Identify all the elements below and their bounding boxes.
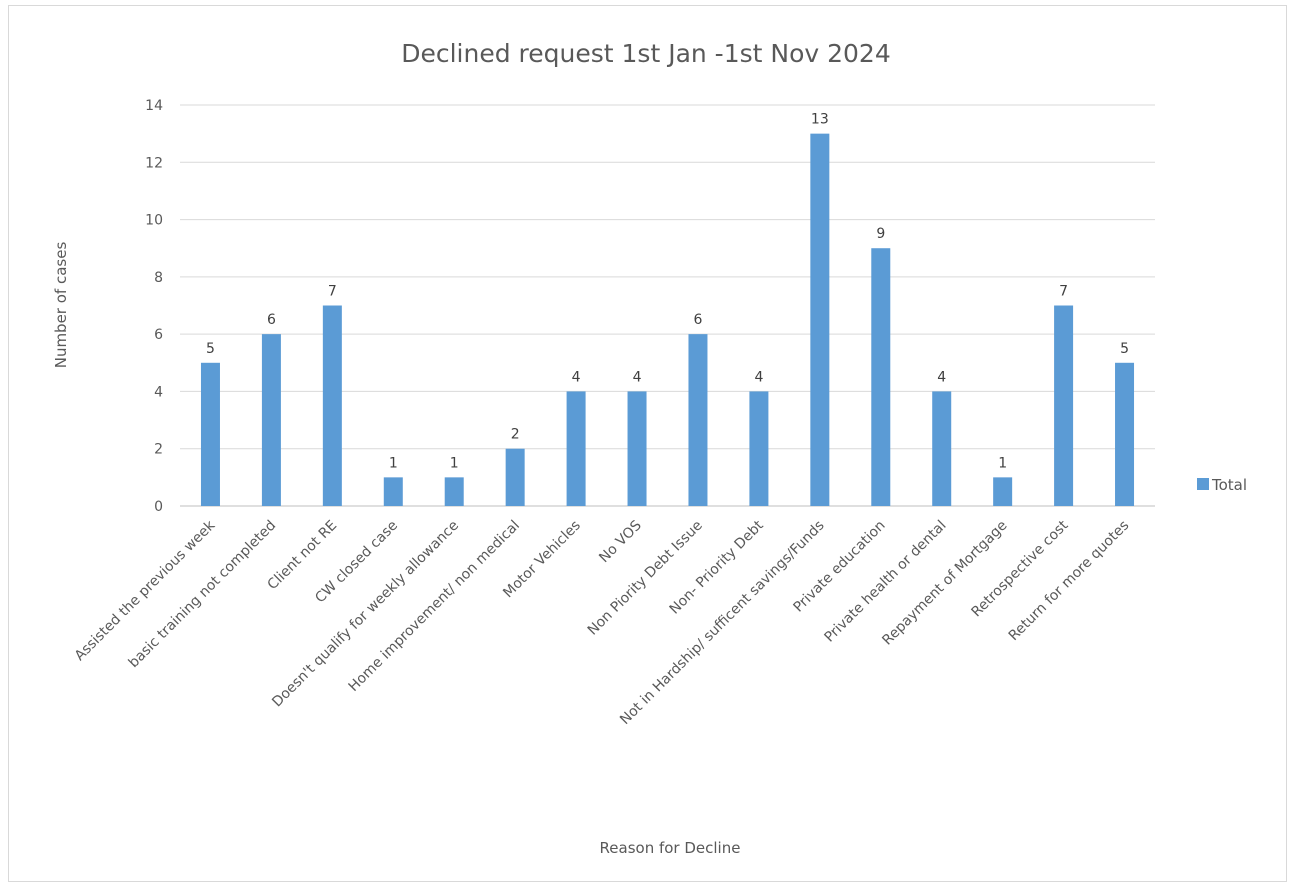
- category-label: Non Piority Debt Issue: [585, 518, 706, 639]
- data-label: 1: [998, 455, 1007, 471]
- data-label: 6: [694, 312, 703, 328]
- y-tick-label: 6: [154, 327, 163, 343]
- data-label: 1: [450, 455, 459, 471]
- bar: [322, 305, 342, 506]
- chart-title: Declined request 1st Jan -1st Nov 2024: [401, 39, 891, 68]
- data-label: 13: [811, 112, 829, 128]
- data-label: 4: [754, 369, 763, 385]
- bars: [200, 133, 1135, 506]
- category-label: Repayment of Mortgage: [879, 518, 1010, 649]
- data-label: 9: [876, 226, 885, 242]
- y-axis-ticks: 0 2 4 6 8 10 12 14: [145, 98, 163, 515]
- bar: [627, 391, 647, 506]
- y-tick-label: 8: [154, 270, 163, 286]
- y-axis-title: Number of cases: [52, 242, 70, 369]
- data-label: 1: [389, 455, 398, 471]
- data-labels: 5 6 7 1 1 2 4 4 6 4 13 9 4 1 7 5: [206, 112, 1129, 472]
- y-tick-label: 2: [154, 442, 163, 458]
- data-label: 7: [328, 284, 337, 300]
- data-label: 4: [572, 369, 581, 385]
- legend: Total: [1197, 476, 1247, 494]
- data-label: 5: [206, 341, 215, 357]
- bar: [993, 477, 1013, 506]
- y-tick-label: 4: [154, 384, 163, 400]
- bar: [383, 477, 403, 506]
- data-label: 7: [1059, 284, 1068, 300]
- bar: [505, 448, 525, 506]
- bar: [871, 248, 891, 506]
- legend-label-total: Total: [1211, 476, 1247, 494]
- bar: [1054, 305, 1074, 506]
- data-label: 6: [267, 312, 276, 328]
- bar: [749, 391, 769, 506]
- data-label: 2: [511, 427, 520, 443]
- bar: [261, 334, 281, 506]
- bar: [688, 334, 708, 506]
- bar: [200, 362, 220, 506]
- y-tick-label: 10: [145, 213, 163, 229]
- y-tick-label: 12: [145, 155, 163, 171]
- data-label: 4: [937, 369, 946, 385]
- bar: [932, 391, 952, 506]
- bar: [1115, 362, 1135, 506]
- bar: [566, 391, 586, 506]
- category-label: Return for more quotes: [1006, 518, 1133, 645]
- legend-swatch: [1197, 478, 1209, 490]
- category-label: Not in Hardship/ sufficent savings/Funds: [617, 518, 827, 728]
- bar: [810, 133, 830, 506]
- category-label: No VOS: [596, 517, 645, 566]
- data-label: 5: [1120, 341, 1129, 357]
- bar: [444, 477, 464, 506]
- gridlines: [180, 104, 1155, 507]
- chart-frame: [8, 5, 1287, 882]
- x-axis-title: Reason for Decline: [600, 839, 741, 857]
- y-tick-label: 0: [154, 499, 163, 515]
- category-label: Private health or dental: [821, 518, 949, 646]
- data-label: 4: [633, 369, 642, 385]
- y-tick-label: 14: [145, 98, 163, 114]
